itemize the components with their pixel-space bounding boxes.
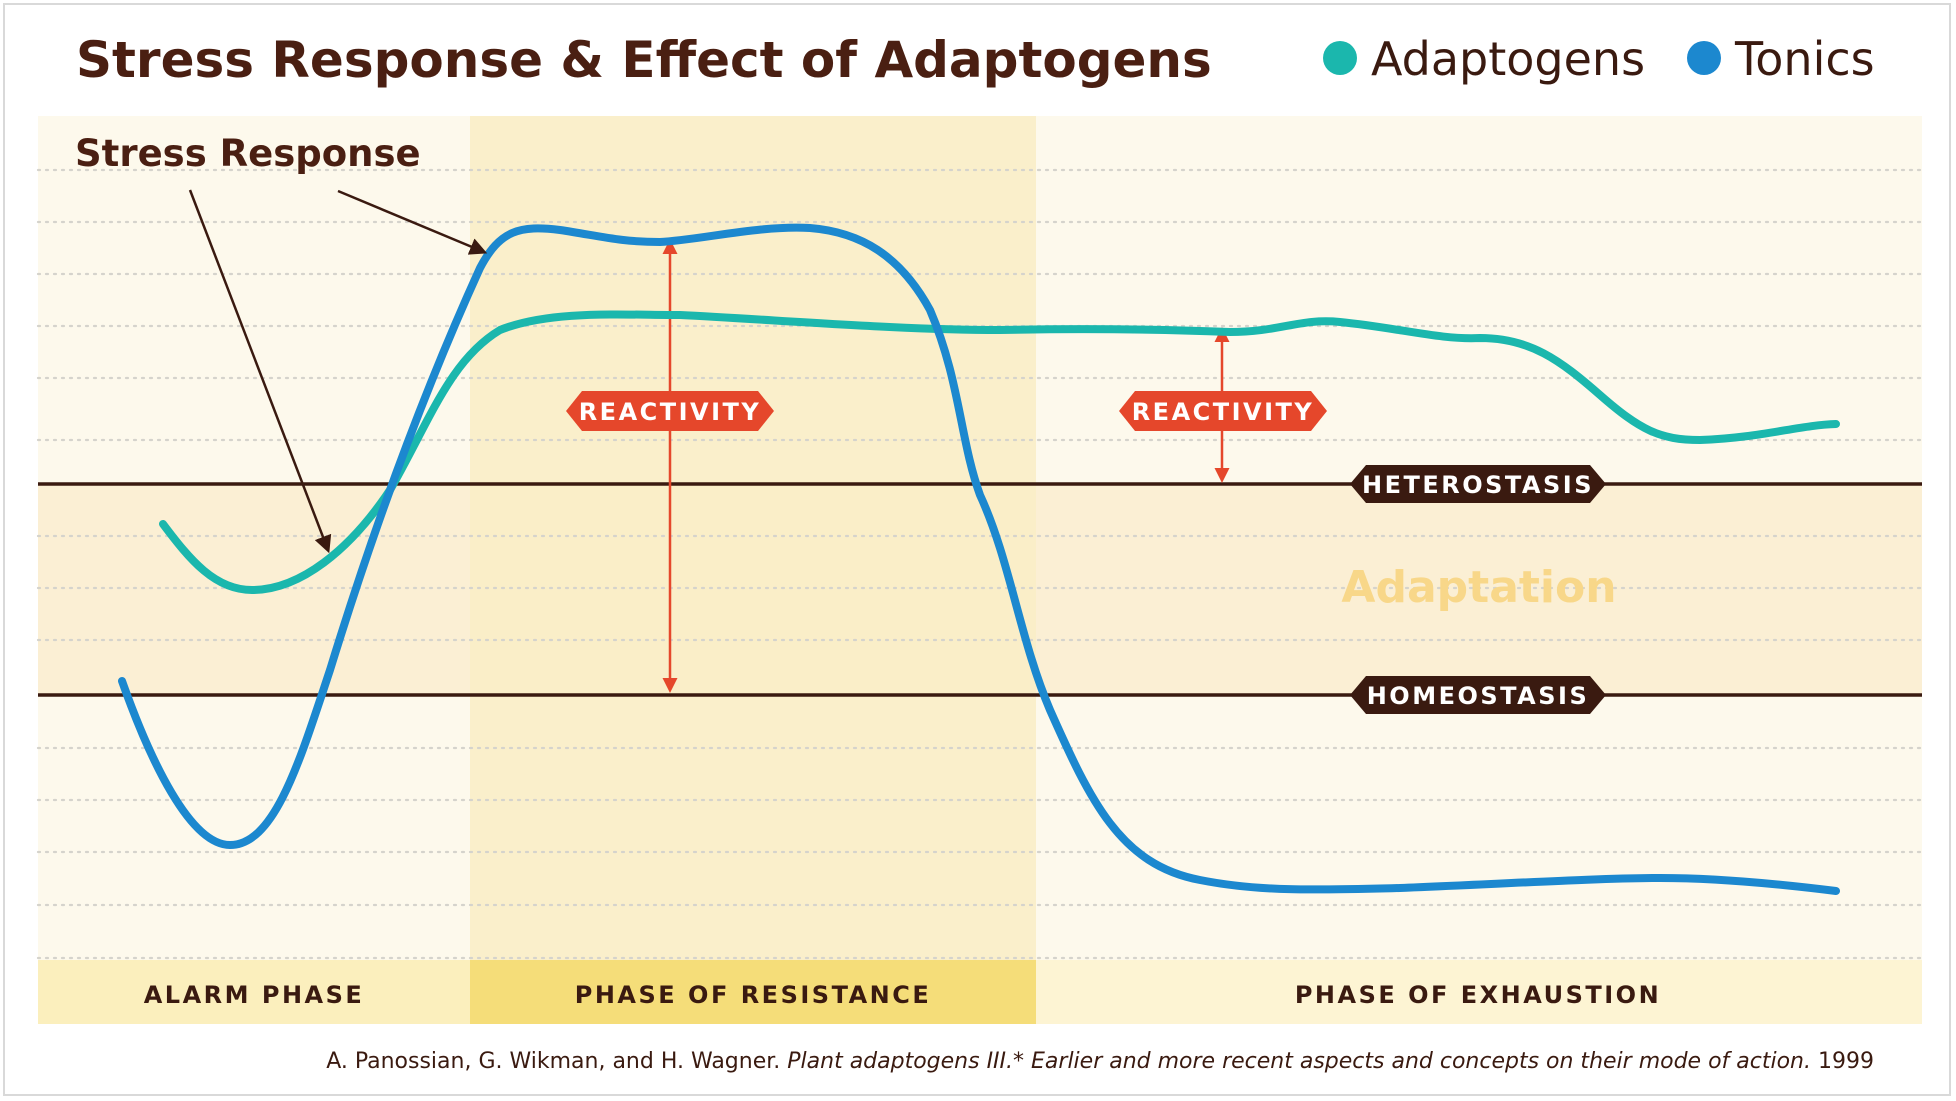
citation-year: 1999: [1818, 1049, 1874, 1074]
adaptation-label: Adaptation: [1341, 562, 1616, 613]
homeostasis-pill: HOMEOSTASIS: [1350, 676, 1606, 714]
exhaustion-phase-label: PHASE OF EXHAUSTION: [1295, 981, 1661, 1009]
reactivity-label-2: REACTIVITY: [1132, 398, 1315, 426]
exhaustion-phase-band: [1036, 960, 1922, 1024]
tonics-legend-dot: [1687, 41, 1721, 75]
page-title: Stress Response & Effect of Adaptogens: [76, 31, 1212, 89]
stress-response-arrow-adaptogens: [188, 189, 332, 554]
resistance-phase-footer: [470, 960, 1036, 1024]
citation-authors: A. Panossian, G. Wikman, and H. Wagner.: [326, 1049, 780, 1074]
stress-response-label: Stress Response: [75, 132, 421, 175]
grid-lines: [36, 168, 1924, 960]
alarm-phase-label: ALARM PHASE: [144, 981, 365, 1009]
heterostasis-label: HETEROSTASIS: [1362, 471, 1594, 499]
adaptogens-legend-label: Adaptogens: [1371, 32, 1645, 86]
stress-response-arrow-tonics: [337, 189, 488, 255]
alarm-phase-band: [38, 960, 470, 1024]
legend: Adaptogens Tonics: [1323, 32, 1875, 86]
homeostasis-label: HOMEOSTASIS: [1367, 682, 1590, 710]
adaptogens-legend-dot: [1323, 41, 1357, 75]
reactivity-pill-1: REACTIVITY: [566, 391, 774, 431]
citation: A. Panossian, G. Wikman, and H. Wagner. …: [326, 1049, 1874, 1074]
tonics-legend-label: Tonics: [1734, 32, 1875, 86]
citation-title: Plant adaptogens III.* Earlier and more …: [787, 1049, 1811, 1074]
reactivity-pill-2: REACTIVITY: [1119, 391, 1327, 431]
heterostasis-pill: HETEROSTASIS: [1350, 465, 1606, 503]
resistance-phase-label: PHASE OF RESISTANCE: [575, 981, 932, 1009]
resistance-phase-band: [470, 116, 1036, 1024]
reactivity-label-1: REACTIVITY: [579, 398, 762, 426]
tonics-curve: [118, 223, 1840, 895]
